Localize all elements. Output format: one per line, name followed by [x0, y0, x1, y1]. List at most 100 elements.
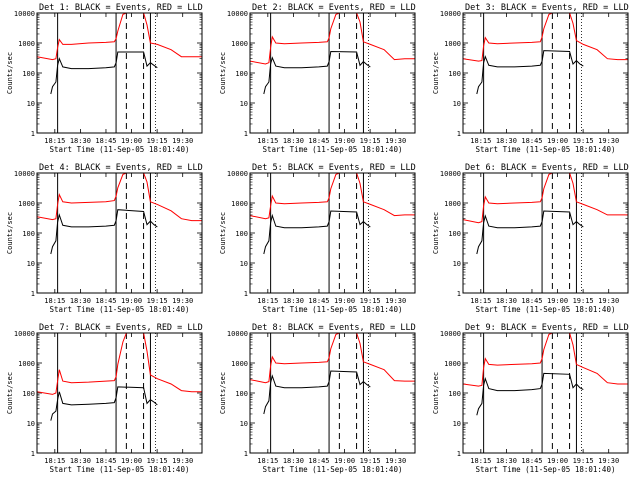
x-tick-label: 18:30 [283, 297, 304, 305]
y-tick-label: 1 [244, 130, 248, 138]
events-rate-line [476, 372, 584, 416]
detector-panel-9: Det 9: BLACK = Events, RED = LLD Counts/s… [432, 323, 629, 474]
lld-rate-line [250, 333, 415, 384]
x-axis-label: Start Time (11-Sep-05 18:01:40) [476, 145, 616, 154]
x-tick-label: 18:15 [470, 457, 491, 465]
panel-title: Det 5: BLACK = Events, RED = LLD [252, 163, 416, 173]
x-tick-label: 19:00 [334, 297, 355, 305]
events-rate-line [263, 50, 371, 95]
detector-panel-1: Det 1: BLACK = Events, RED = LLD Counts/s… [6, 3, 203, 154]
y-axis-label: Counts/sec [6, 212, 14, 254]
y-tick-label: 100 [22, 390, 35, 398]
y-tick-label: 10 [453, 260, 461, 268]
x-axis-label: Start Time (11-Sep-05 18:01:40) [263, 305, 403, 314]
y-axis-label: Counts/sec [6, 372, 14, 414]
events-rate-line [50, 51, 158, 95]
y-tick-label: 10000 [227, 10, 248, 18]
x-tick-label: 18:30 [283, 137, 304, 145]
x-tick-label: 19:00 [334, 457, 355, 465]
x-tick-label: 19:30 [598, 457, 619, 465]
y-tick-label: 1000 [18, 40, 35, 48]
y-tick-label: 1000 [231, 40, 248, 48]
x-tick-label: 19:30 [385, 137, 406, 145]
lld-rate-line [463, 13, 628, 62]
y-tick-label: 1 [31, 130, 35, 138]
panel-title: Det 8: BLACK = Events, RED = LLD [252, 323, 416, 333]
panel-title: Det 3: BLACK = Events, RED = LLD [465, 3, 629, 13]
x-tick-label: 18:45 [308, 457, 329, 465]
y-tick-label: 1000 [18, 360, 35, 368]
y-axis-label: Counts/sec [219, 52, 227, 94]
events-rate-line [476, 50, 584, 95]
y-tick-label: 100 [448, 390, 461, 398]
y-tick-label: 1000 [444, 360, 461, 368]
events-rate-line [50, 386, 158, 421]
x-tick-label: 18:30 [70, 457, 91, 465]
y-axis-label: Counts/sec [432, 212, 440, 254]
y-tick-label: 1 [457, 130, 461, 138]
panel-frame [462, 12, 629, 134]
x-axis-label: Start Time (11-Sep-05 18:01:40) [50, 465, 190, 474]
x-tick-label: 19:15 [573, 137, 594, 145]
y-tick-label: 1 [244, 290, 248, 298]
x-tick-label: 18:45 [95, 457, 116, 465]
y-tick-label: 10000 [14, 10, 35, 18]
detector-panel-6: Det 6: BLACK = Events, RED = LLD Counts/s… [432, 163, 629, 314]
lld-rate-line [37, 333, 202, 395]
x-axis-label: Start Time (11-Sep-05 18:01:40) [476, 465, 616, 474]
y-tick-label: 1 [244, 450, 248, 458]
y-tick-label: 1000 [231, 200, 248, 208]
x-tick-label: 18:15 [470, 297, 491, 305]
y-axis-label: Counts/sec [432, 372, 440, 414]
y-tick-label: 10 [240, 100, 248, 108]
panel-title: Det 7: BLACK = Events, RED = LLD [39, 323, 203, 333]
x-tick-label: 18:45 [308, 297, 329, 305]
x-tick-label: 19:30 [385, 297, 406, 305]
x-tick-label: 18:15 [44, 297, 65, 305]
x-tick-label: 19:00 [547, 297, 568, 305]
x-tick-label: 19:30 [598, 297, 619, 305]
x-axis-label: Start Time (11-Sep-05 18:01:40) [50, 305, 190, 314]
x-tick-label: 19:00 [121, 457, 142, 465]
y-tick-label: 1000 [18, 200, 35, 208]
y-axis-label: Counts/sec [219, 372, 227, 414]
x-tick-label: 19:30 [385, 457, 406, 465]
y-tick-label: 100 [448, 230, 461, 238]
x-tick-label: 18:30 [496, 457, 517, 465]
events-rate-line [50, 209, 158, 255]
x-tick-label: 19:00 [121, 297, 142, 305]
x-tick-label: 18:15 [44, 137, 65, 145]
x-tick-label: 18:45 [521, 297, 542, 305]
y-tick-label: 100 [22, 230, 35, 238]
x-tick-label: 18:30 [283, 457, 304, 465]
x-tick-label: 19:15 [147, 137, 168, 145]
x-tick-label: 19:15 [360, 297, 381, 305]
x-tick-label: 18:15 [257, 297, 278, 305]
panel-title: Det 9: BLACK = Events, RED = LLD [465, 323, 629, 333]
x-axis-label: Start Time (11-Sep-05 18:01:40) [476, 305, 616, 314]
y-tick-label: 10000 [440, 330, 461, 338]
x-tick-label: 19:30 [172, 137, 193, 145]
x-tick-label: 18:30 [70, 137, 91, 145]
y-tick-label: 10000 [227, 170, 248, 178]
y-tick-label: 100 [235, 390, 248, 398]
x-tick-label: 18:45 [521, 137, 542, 145]
x-tick-label: 19:15 [573, 297, 594, 305]
x-tick-label: 18:30 [496, 297, 517, 305]
y-tick-label: 10 [27, 260, 35, 268]
panel-frame [36, 332, 203, 454]
y-tick-label: 10 [240, 260, 248, 268]
y-tick-label: 100 [235, 70, 248, 78]
x-tick-label: 18:15 [470, 137, 491, 145]
x-tick-label: 19:30 [172, 297, 193, 305]
y-tick-label: 1 [31, 450, 35, 458]
lld-rate-line [250, 173, 415, 220]
panel-frame [36, 12, 203, 134]
detector-panel-3: Det 3: BLACK = Events, RED = LLD Counts/s… [432, 3, 629, 154]
y-tick-label: 10 [453, 100, 461, 108]
lld-rate-line [250, 13, 415, 65]
x-tick-label: 18:45 [95, 297, 116, 305]
x-axis-label: Start Time (11-Sep-05 18:01:40) [263, 465, 403, 474]
lld-rate-line [463, 333, 628, 387]
panel-frame [249, 332, 416, 454]
